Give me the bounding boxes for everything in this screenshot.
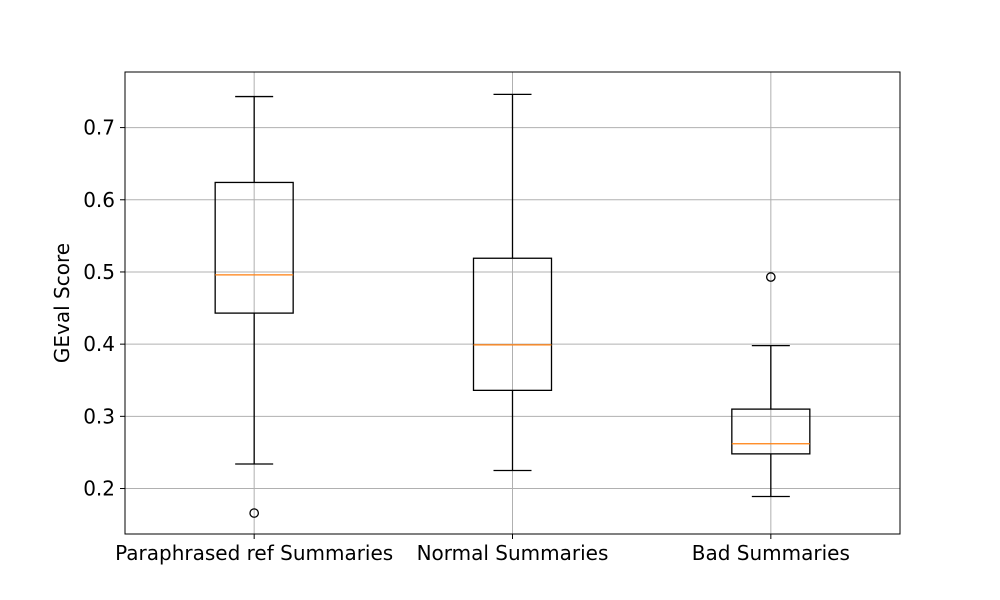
x-tick-label: Paraphrased ref Summaries xyxy=(115,541,393,565)
box-group xyxy=(472,93,553,472)
iqr-box xyxy=(472,257,553,391)
y-tick-label: 0.5 xyxy=(83,260,115,284)
box-plot-series xyxy=(214,93,811,518)
y-tick-label: 0.3 xyxy=(83,404,115,428)
iqr-box xyxy=(214,181,294,314)
y-tick-label: 0.2 xyxy=(83,477,115,501)
box-group xyxy=(731,272,811,498)
axis-ticks: 0.2 0.3 0.4 0.5 0.6 0.7 Paraphrased ref Summar… xyxy=(83,116,850,565)
x-tick-label: Normal Summaries xyxy=(417,541,609,565)
outlier-point xyxy=(249,508,260,518)
y-tick-label: 0.7 xyxy=(83,116,115,140)
outlier-point xyxy=(765,272,776,282)
iqr-box xyxy=(731,408,811,455)
box-group xyxy=(214,95,294,518)
y-axis-label: GEval Score xyxy=(50,243,74,363)
y-tick-label: 0.4 xyxy=(83,332,115,356)
x-tick-label: Bad Summaries xyxy=(692,541,850,565)
y-tick-label: 0.6 xyxy=(83,188,115,212)
